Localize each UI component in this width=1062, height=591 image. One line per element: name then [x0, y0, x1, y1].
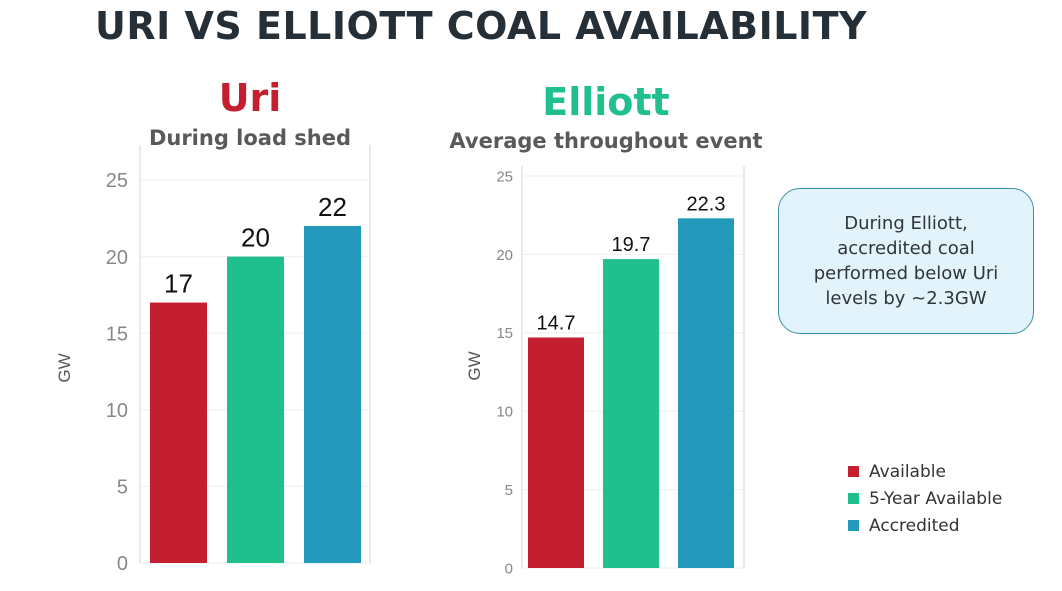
page-title: URI VS ELLIOTT COAL AVAILABILITY	[95, 4, 868, 48]
bar	[227, 256, 284, 563]
bar	[304, 225, 361, 563]
legend: Available 5-Year Available Accredited	[848, 458, 1002, 539]
legend-swatch-five-year	[848, 493, 859, 504]
y-tick-label: 20	[496, 247, 513, 264]
legend-label: Available	[869, 461, 946, 482]
y-tick-label: 25	[496, 168, 513, 185]
callout-box: During Elliott, accredited coal performe…	[778, 188, 1034, 334]
uri-chart-subtitle: During load shed	[148, 126, 352, 150]
elliott-chart-subtitle: Average throughout event	[449, 129, 763, 153]
legend-item-available: Available	[848, 458, 1002, 485]
legend-label: 5-Year Available	[869, 488, 1003, 509]
legend-item-five-year: 5-Year Available	[848, 485, 1002, 512]
bar-value-label: 17	[164, 269, 193, 299]
bar-value-label: 14.7	[537, 313, 576, 335]
bar-value-label: 22	[318, 192, 347, 222]
legend-label: Accredited	[869, 515, 960, 536]
bar	[528, 337, 584, 568]
y-tick-label: 10	[106, 400, 128, 422]
y-tick-label: 10	[496, 404, 513, 421]
bar-value-label: 22.3	[687, 193, 726, 215]
legend-item-accredited: Accredited	[848, 512, 1002, 539]
legend-swatch-accredited	[848, 520, 859, 531]
elliott-chart-title: Elliott	[542, 80, 670, 124]
bar	[150, 302, 207, 563]
bar-value-label: 19.7	[612, 234, 651, 256]
y-tick-label: 0	[505, 560, 513, 577]
y-tick-label: 5	[505, 482, 513, 499]
y-tick-label: 20	[106, 247, 128, 269]
uri-chart-title: Uri	[218, 76, 282, 120]
y-tick-label: 15	[106, 323, 128, 345]
legend-swatch-available	[848, 466, 859, 477]
y-tick-label: 15	[496, 325, 513, 342]
y-tick-label: 0	[117, 553, 128, 575]
y-axis-label: GW	[465, 351, 484, 380]
bar	[603, 259, 659, 568]
bar	[678, 218, 734, 568]
y-tick-label: 25	[106, 170, 128, 192]
y-axis-label: GW	[55, 353, 74, 382]
bar-value-label: 20	[241, 223, 270, 253]
callout-text: During Elliott, accredited coal performe…	[813, 213, 999, 309]
y-tick-label: 5	[117, 477, 128, 499]
